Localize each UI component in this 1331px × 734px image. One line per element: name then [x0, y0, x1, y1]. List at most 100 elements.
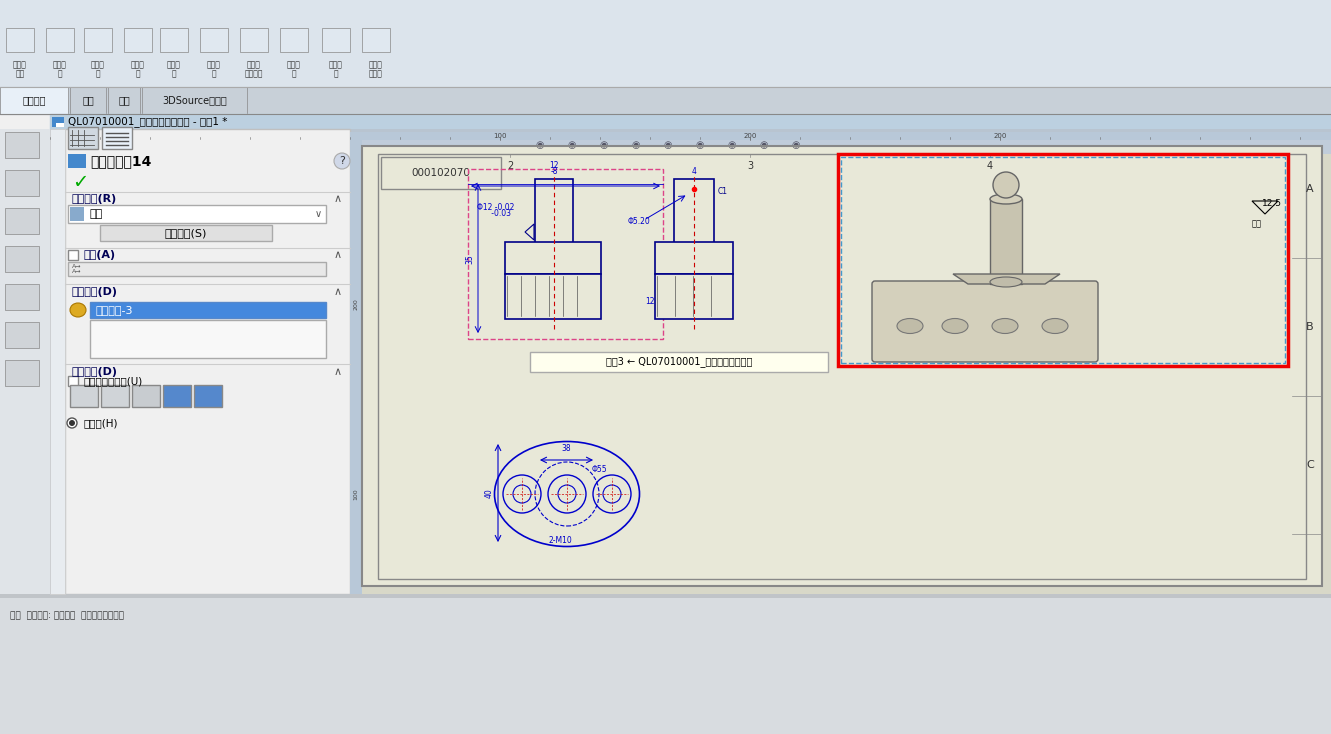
Text: 图: 图	[172, 69, 176, 78]
Bar	[56, 123, 64, 127]
Text: ◉: ◉	[664, 140, 672, 150]
Bar	[51, 114, 1331, 129]
Text: C1: C1	[717, 186, 728, 195]
Text: ◉: ◉	[792, 140, 800, 150]
Bar	[200, 28, 228, 52]
Circle shape	[993, 172, 1020, 198]
FancyBboxPatch shape	[872, 281, 1098, 362]
Text: ∧: ∧	[334, 287, 342, 297]
Bar	[378, 154, 1306, 579]
Text: 40: 40	[484, 488, 494, 498]
Text: ∧: ∧	[334, 367, 342, 377]
Bar	[381, 157, 500, 189]
Bar	[68, 262, 326, 276]
Bar	[655, 242, 733, 274]
Text: 3: 3	[747, 161, 753, 171]
Bar	[655, 274, 733, 319]
Text: QL07010001_单气缸尾部支撑座 - 图纸1 *: QL07010001_单气缸尾部支撑座 - 图纸1 *	[68, 116, 228, 127]
Text: 显示状态(D): 显示状态(D)	[72, 287, 118, 297]
Text: 2-M10: 2-M10	[548, 536, 572, 545]
Text: 交替位: 交替位	[369, 60, 383, 69]
Bar	[5, 284, 39, 310]
Text: 草图: 草图	[118, 95, 130, 106]
Text: 200: 200	[993, 133, 1006, 139]
Circle shape	[67, 418, 77, 428]
Text: ?: ?	[339, 156, 345, 166]
Circle shape	[69, 420, 75, 426]
Circle shape	[594, 475, 631, 513]
Text: 某条: 某条	[1252, 219, 1262, 228]
Text: 参考配置(R): 参考配置(R)	[72, 194, 117, 204]
Circle shape	[558, 485, 576, 503]
Text: 视图布局: 视图布局	[23, 95, 45, 106]
Bar	[7, 28, 35, 52]
Text: 图: 图	[96, 69, 100, 78]
Bar	[5, 208, 39, 234]
Bar	[362, 28, 390, 52]
Circle shape	[603, 485, 622, 503]
Text: ◉: ◉	[728, 140, 736, 150]
Text: 模型视: 模型视	[53, 60, 67, 69]
Bar	[362, 146, 1322, 586]
Text: 辅助视: 辅助视	[130, 60, 145, 69]
Text: 注解: 注解	[83, 95, 95, 106]
Circle shape	[548, 475, 586, 513]
Polygon shape	[953, 274, 1059, 284]
Text: A: A	[1306, 184, 1314, 194]
Bar	[0, 129, 51, 594]
Text: 单只: 单只	[89, 209, 102, 219]
Text: 2: 2	[507, 161, 514, 171]
Bar	[5, 132, 39, 158]
Bar	[51, 129, 65, 594]
Bar	[100, 225, 272, 241]
Text: ◉: ◉	[632, 140, 640, 150]
Text: ∧: ∧	[334, 194, 342, 204]
Bar	[71, 207, 84, 221]
Text: 标准三: 标准三	[13, 60, 27, 69]
Bar	[101, 385, 129, 407]
Text: 选择实体(S): 选择实体(S)	[165, 228, 208, 238]
Bar	[350, 139, 362, 594]
Text: ✓: ✓	[72, 172, 88, 192]
Bar	[47, 28, 75, 52]
Circle shape	[334, 153, 350, 169]
Bar	[51, 129, 65, 594]
Text: 剖面视: 剖面视	[168, 60, 181, 69]
Bar	[0, 594, 1331, 734]
Bar	[0, 87, 1331, 114]
Bar	[84, 28, 112, 52]
Text: ∨: ∨	[314, 209, 322, 219]
Bar	[322, 28, 350, 52]
Text: 12.5: 12.5	[1262, 199, 1282, 208]
Bar	[71, 87, 106, 114]
Text: 显示状态-3: 显示状态-3	[95, 305, 133, 315]
Text: 4: 4	[692, 167, 696, 176]
Text: 显示样式(D): 显示样式(D)	[72, 367, 118, 377]
Bar	[0, 0, 1331, 86]
Text: -8: -8	[550, 167, 558, 176]
Bar	[68, 376, 79, 386]
Bar	[194, 385, 222, 407]
Bar	[68, 127, 98, 149]
Text: 35: 35	[465, 254, 474, 264]
Bar	[68, 154, 87, 168]
Bar	[469, 169, 663, 339]
Bar	[240, 28, 268, 52]
Bar	[990, 199, 1022, 284]
Text: ◉: ◉	[600, 140, 608, 150]
Text: ∧: ∧	[334, 250, 342, 260]
Bar	[504, 242, 602, 274]
Text: 工程图视图14: 工程图视图14	[91, 154, 152, 168]
Bar	[530, 352, 828, 372]
Text: 箭头(A): 箭头(A)	[83, 250, 114, 260]
Text: 图: 图	[136, 69, 140, 78]
Text: 图: 图	[57, 69, 63, 78]
Text: 剪裁视: 剪裁视	[329, 60, 343, 69]
Bar	[504, 274, 602, 319]
Text: ◉: ◉	[696, 140, 704, 150]
Text: 投影视: 投影视	[91, 60, 105, 69]
Text: 局部视: 局部视	[208, 60, 221, 69]
Bar	[5, 170, 39, 196]
Text: 4: 4	[988, 161, 993, 171]
Text: 置视图: 置视图	[369, 69, 383, 78]
